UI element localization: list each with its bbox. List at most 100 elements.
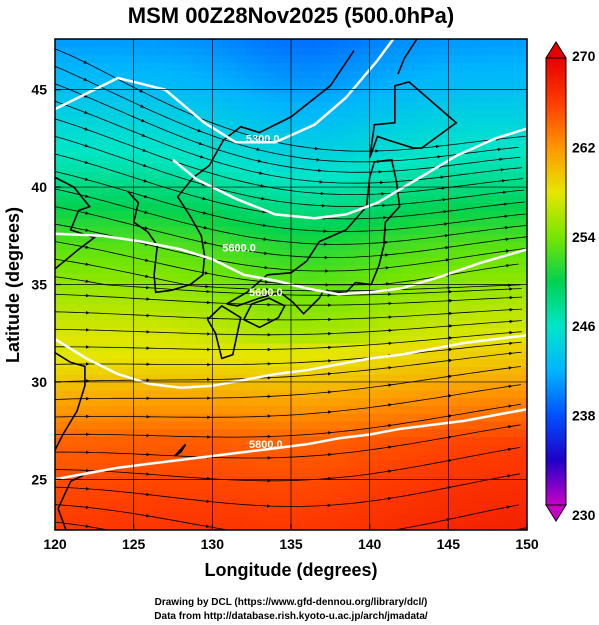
field-cell	[353, 350, 363, 360]
field-cell	[125, 467, 135, 477]
field-cell	[464, 405, 473, 414]
field-cell	[141, 428, 150, 438]
field-cell	[275, 155, 284, 165]
field-cell	[361, 420, 371, 430]
field-cell	[369, 249, 379, 258]
field-cell	[369, 171, 379, 180]
wind-arrow	[267, 347, 272, 352]
field-cell	[432, 296, 442, 305]
field-cell	[495, 288, 504, 297]
field-cell	[157, 70, 166, 79]
field-cell	[125, 389, 135, 399]
field-cell	[165, 116, 174, 126]
field-cell	[94, 389, 103, 399]
field-cell	[519, 187, 527, 196]
field-cell	[283, 77, 292, 87]
field-cell	[314, 303, 324, 313]
field-cell	[165, 226, 174, 235]
field-cell	[385, 77, 394, 87]
field-cell	[361, 428, 371, 438]
field-cell	[173, 171, 182, 180]
field-cell	[283, 257, 292, 266]
field-cell	[519, 303, 527, 313]
field-cell	[432, 226, 442, 235]
field-cell	[235, 249, 245, 258]
field-cell	[157, 405, 166, 414]
field-cell	[133, 491, 143, 500]
field-cell	[393, 452, 402, 461]
field-cell	[416, 491, 426, 500]
field-cell	[212, 70, 221, 79]
field-cell	[314, 109, 324, 118]
field-cell	[94, 241, 103, 251]
field-cell	[275, 101, 284, 110]
field-cell	[503, 272, 512, 282]
field-cell	[353, 70, 363, 79]
grid-lines	[55, 39, 527, 530]
field-cell	[448, 210, 457, 219]
field-cell	[503, 54, 512, 63]
field-cell	[55, 459, 64, 469]
field-cell	[267, 420, 276, 430]
field-cell	[125, 311, 135, 321]
field-cell	[424, 444, 434, 453]
field-cell	[495, 405, 504, 414]
field-cell	[102, 405, 111, 414]
field-cell	[86, 366, 95, 375]
field-cell	[361, 389, 371, 399]
field-cell	[94, 202, 103, 212]
field-cell	[235, 327, 245, 336]
field-cell	[165, 132, 174, 141]
field-cell	[424, 335, 434, 344]
field-cell	[55, 514, 64, 523]
field-cell	[243, 366, 253, 375]
field-cell	[456, 514, 465, 523]
field-cell	[361, 413, 371, 422]
wind-arrow	[146, 285, 150, 290]
field-cell	[519, 194, 527, 204]
field-cell	[157, 155, 166, 165]
wind-arrow	[328, 359, 332, 363]
field-cell	[220, 389, 229, 399]
field-cell	[157, 444, 166, 453]
field-cell	[180, 342, 190, 352]
field-cell	[267, 491, 276, 500]
field-cell	[188, 342, 198, 352]
wind-arrow	[509, 295, 514, 300]
field-cell	[487, 405, 497, 414]
wind-arrow	[84, 127, 89, 131]
field-cell	[416, 272, 426, 282]
field-cell	[220, 241, 229, 251]
field-cell	[220, 54, 229, 63]
field-cell	[448, 109, 457, 118]
field-cell	[173, 366, 182, 375]
field-cell	[338, 311, 347, 321]
field-cell	[306, 124, 316, 134]
field-cell	[519, 70, 527, 79]
field-cell	[235, 428, 245, 438]
field-cell	[314, 187, 324, 196]
field-cell	[110, 187, 119, 196]
field-cell	[432, 358, 442, 367]
field-cell	[165, 483, 174, 492]
field-cell	[251, 187, 261, 196]
field-cell	[259, 522, 268, 530]
field-cell	[117, 350, 127, 360]
field-cell	[180, 467, 190, 477]
field-cell	[432, 93, 442, 102]
field-cell	[416, 194, 426, 204]
wind-arrow	[84, 110, 89, 114]
field-cell	[424, 296, 434, 305]
field-cell	[338, 374, 347, 383]
field-cell	[94, 428, 103, 438]
field-cell	[157, 319, 166, 328]
field-cell	[464, 39, 473, 48]
field-cell	[275, 389, 284, 399]
field-cell	[369, 54, 379, 63]
field-cell	[377, 288, 386, 297]
field-cell	[487, 109, 497, 118]
field-cell	[188, 467, 198, 477]
field-cell	[228, 226, 237, 235]
field-cell	[70, 296, 80, 305]
field-cell	[165, 342, 174, 352]
